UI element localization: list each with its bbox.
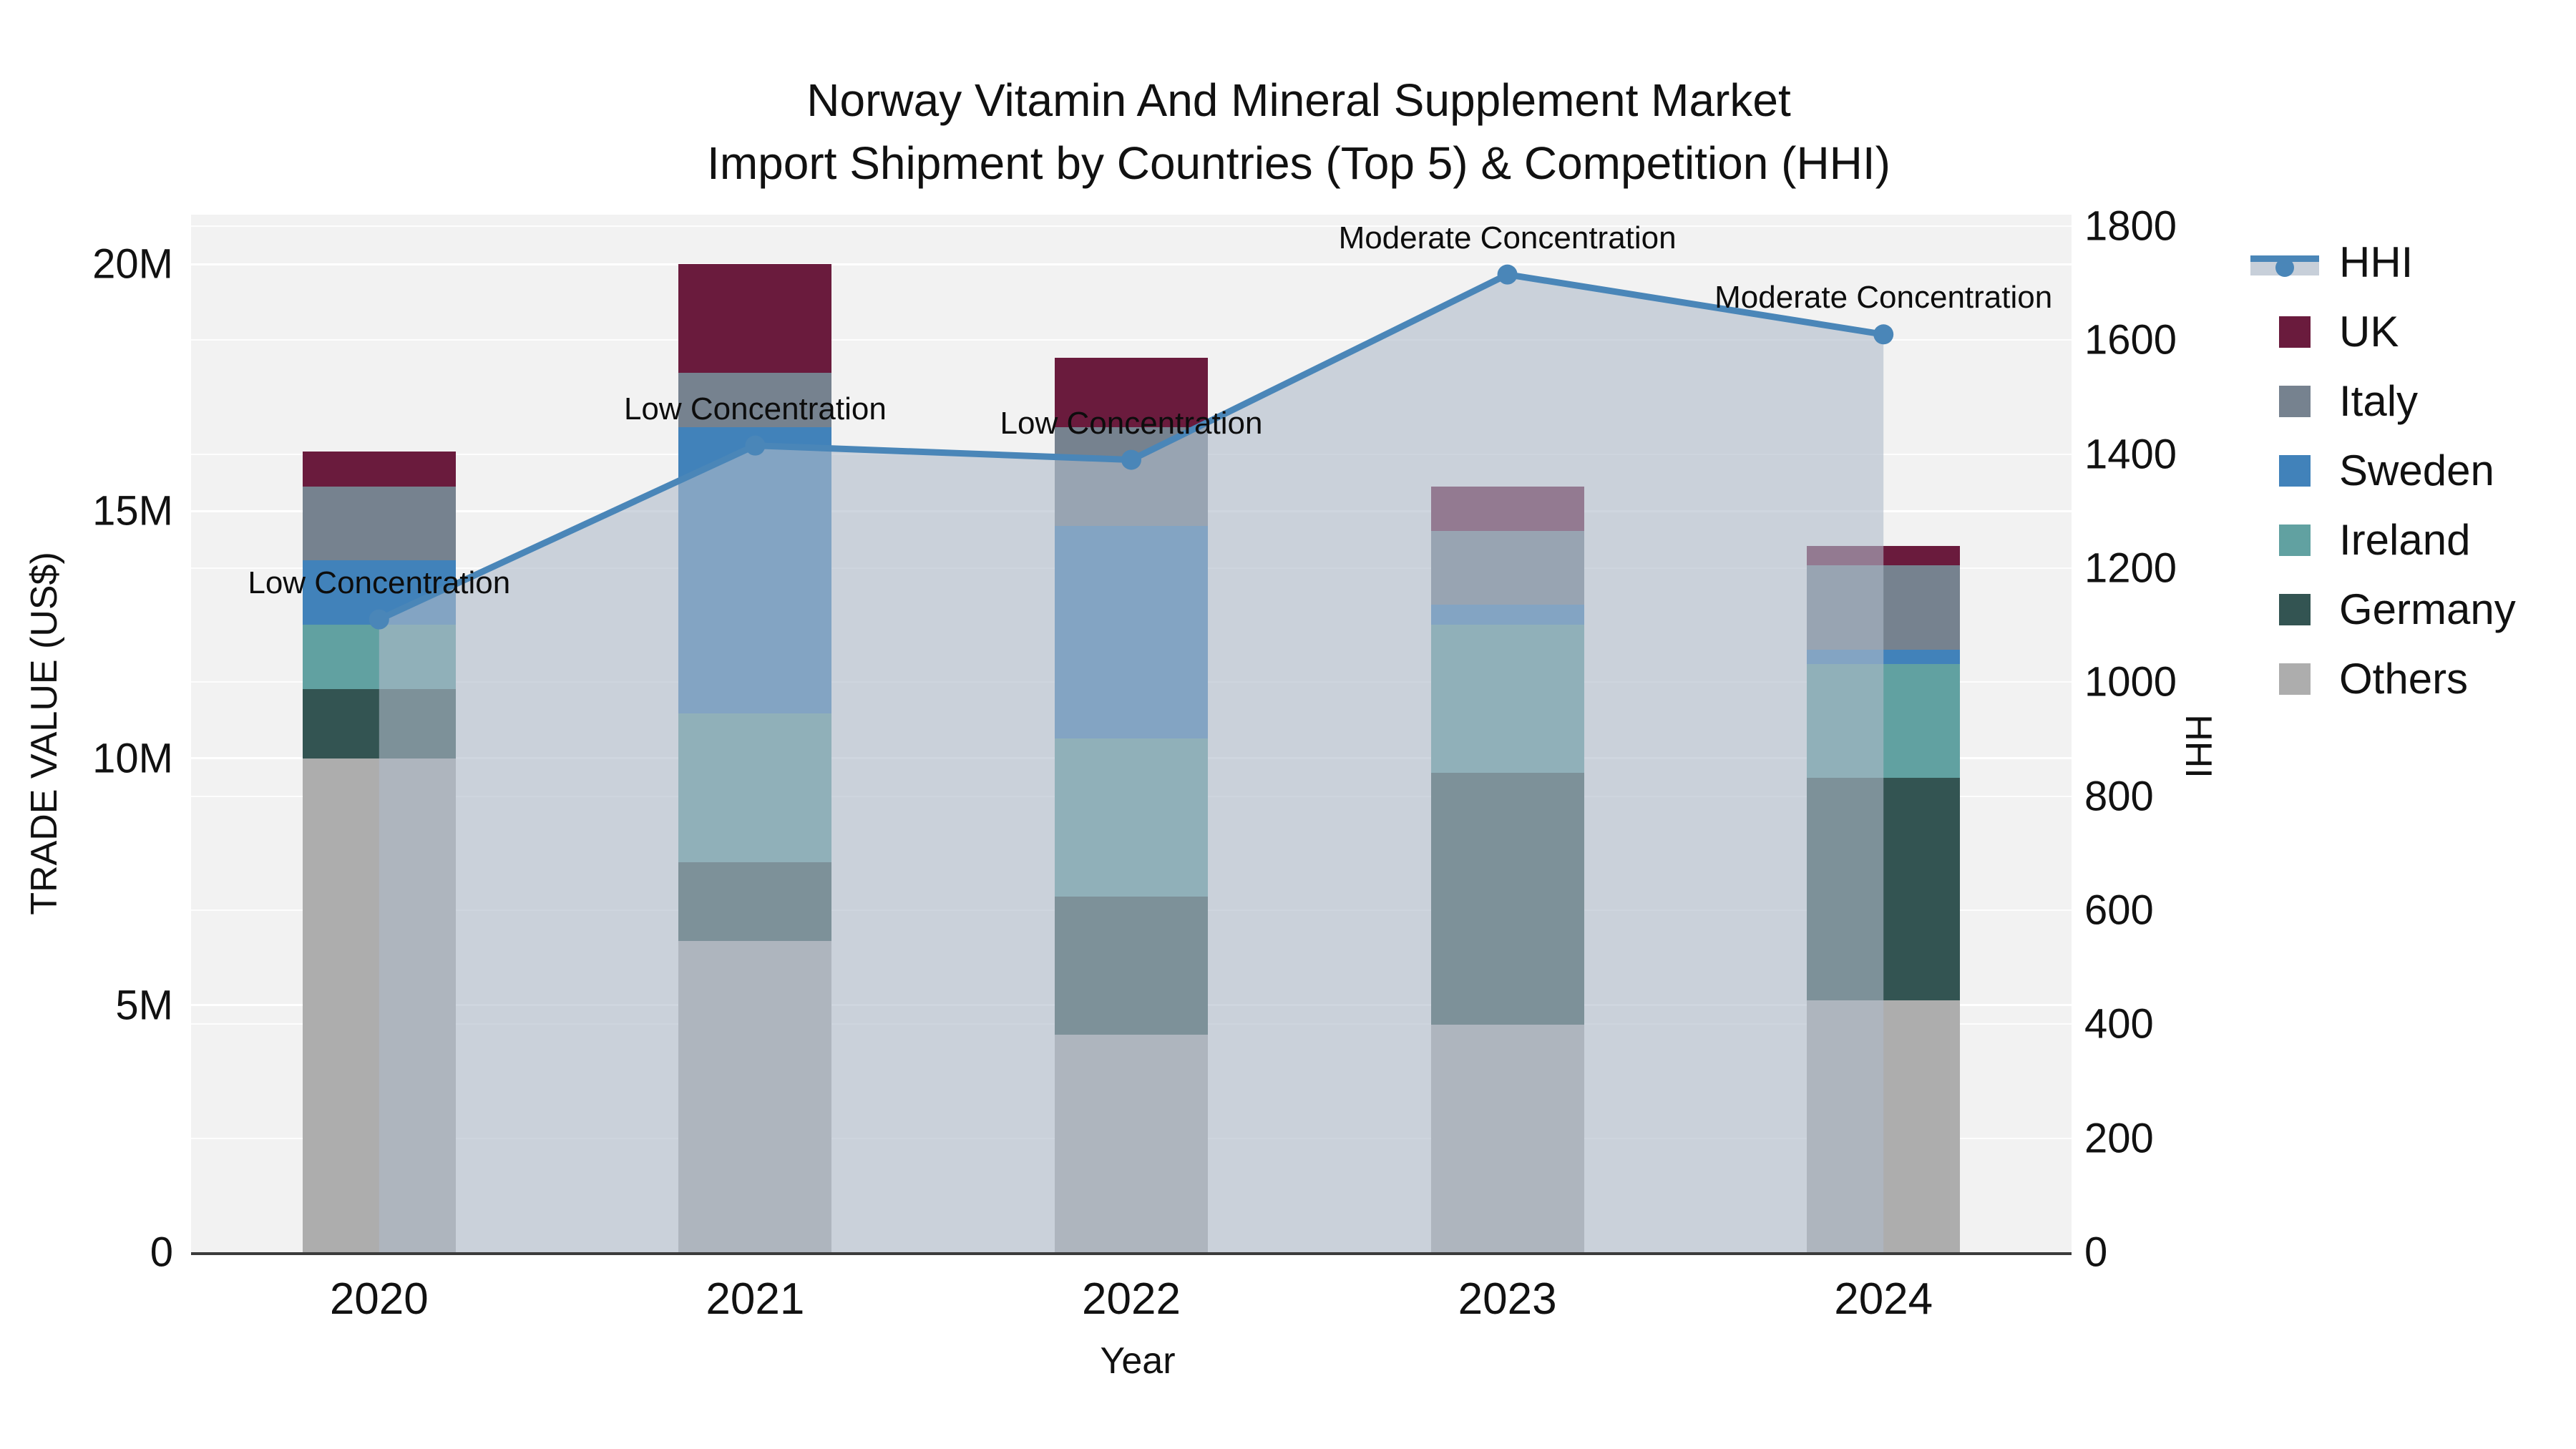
left-tick-0: 0 — [150, 1229, 173, 1276]
legend-label-germany: Germany — [2339, 585, 2516, 633]
hhi-marker-swatch — [2275, 258, 2294, 277]
hhi-legend-swatch — [2250, 247, 2319, 278]
annotation-2024: Moderate Concentration — [1714, 280, 2053, 316]
legend-label-italy: Italy — [2339, 377, 2419, 425]
legend-swatch-sweden — [2279, 454, 2311, 487]
legend-item-others[interactable]: Others — [2279, 644, 2516, 713]
hhi-marker-2020 — [369, 609, 389, 630]
gridline-hhi-1800 — [191, 225, 2072, 227]
right-tick-1800: 1800 — [2084, 203, 2177, 250]
right-tick-800: 800 — [2084, 773, 2154, 820]
right-tick-400: 400 — [2084, 1000, 2154, 1048]
hhi-marker-2021 — [745, 435, 766, 456]
x-axis-title: Year — [1100, 1340, 1176, 1382]
right-tick-1000: 1000 — [2084, 658, 2177, 706]
legend-label-sweden: Sweden — [2339, 447, 2494, 494]
chart-title-line2: Import Shipment by Countries (Top 5) & C… — [707, 137, 1890, 189]
annotation-2023: Moderate Concentration — [1338, 220, 1677, 255]
annotation-2020: Low Concentration — [248, 565, 511, 600]
right-tick-0: 0 — [2084, 1229, 2108, 1276]
bar-2020-italy — [302, 486, 456, 561]
x-tick-2020: 2020 — [329, 1274, 429, 1324]
bar-2021-uk — [678, 264, 832, 373]
legend-item-uk[interactable]: UK — [2279, 297, 2516, 366]
legend-swatch-others — [2279, 663, 2311, 695]
plot-area: Low Concentration Low Concentration Low Co… — [191, 215, 2072, 1255]
bar-2021-italy — [678, 372, 832, 427]
hhi-marker-2023 — [1497, 264, 1518, 285]
bar-2022-uk — [1055, 358, 1208, 427]
hhi-marker-2024 — [1873, 324, 1894, 345]
right-tick-1600: 1600 — [2084, 316, 2177, 364]
x-tick-2023: 2023 — [1458, 1274, 1557, 1324]
left-axis-title: TRADE VALUE (US$) — [24, 552, 65, 915]
bar-2020-uk — [302, 452, 456, 487]
legend-swatch-uk — [2279, 316, 2311, 348]
legend-swatch-germany — [2279, 593, 2311, 625]
legend-item-germany[interactable]: Germany — [2279, 575, 2516, 644]
legend-item-hhi[interactable]: HHI — [2250, 228, 2516, 297]
right-axis-title: HHI — [2177, 714, 2219, 779]
right-tick-200: 200 — [2084, 1115, 2154, 1162]
legend-label-others: Others — [2339, 655, 2469, 703]
left-tick-10M: 10M — [92, 735, 173, 782]
right-tick-1400: 1400 — [2084, 431, 2177, 478]
legend-swatch-ireland — [2279, 524, 2311, 556]
legend-item-sweden[interactable]: Sweden — [2279, 436, 2516, 505]
left-tick-20M: 20M — [92, 240, 173, 288]
hhi-line-layer — [369, 264, 1894, 1252]
x-tick-2024: 2024 — [1834, 1274, 1933, 1324]
annotation-2021: Low Concentration — [623, 391, 887, 426]
x-tick-2021: 2021 — [706, 1274, 805, 1324]
hhi-marker-2022 — [1121, 449, 1141, 470]
legend-item-ireland[interactable]: Ireland — [2279, 505, 2516, 575]
right-tick-1200: 1200 — [2084, 545, 2177, 592]
gridline-hhi-1600 — [191, 339, 2072, 341]
x-tick-2022: 2022 — [1082, 1274, 1181, 1324]
right-tick-600: 600 — [2084, 887, 2154, 934]
gridline-trade-20 — [191, 263, 2072, 265]
legend-label-uk: UK — [2339, 308, 2399, 356]
annotation-2022: Low Concentration — [1000, 405, 1263, 441]
legend-swatch-italy — [2279, 385, 2311, 417]
legend-item-italy[interactable]: Italy — [2279, 366, 2516, 436]
chart-title-line1: Norway Vitamin And Mineral Supplement Ma… — [806, 74, 1791, 126]
legend-label-hhi: HHI — [2339, 238, 2414, 286]
hhi-area-fill — [379, 274, 1884, 1252]
left-tick-15M: 15M — [92, 487, 173, 535]
chart-title: Norway Vitamin And Mineral Supplement Ma… — [644, 69, 1953, 195]
left-tick-5M: 5M — [115, 982, 173, 1029]
legend: HHI UK Italy Sweden Ireland Germany Others — [2250, 228, 2516, 713]
legend-label-ireland: Ireland — [2339, 516, 2471, 564]
